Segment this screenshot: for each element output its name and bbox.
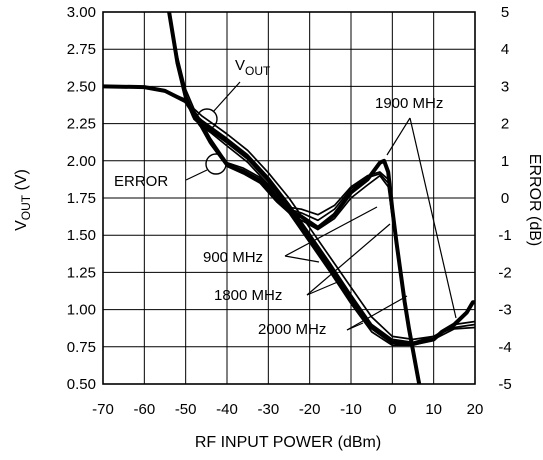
y-tick-label: 2.75 <box>67 41 96 58</box>
leader-1800-b <box>306 280 341 296</box>
leader-2000-a <box>346 295 408 331</box>
y2-tick-label: 5 <box>501 4 509 21</box>
error-label: ERROR <box>114 173 168 190</box>
vout-leader <box>212 81 241 113</box>
annotations: VOUT ERROR 1900 MHz 900 MHz 1800 MHz 200… <box>114 57 457 338</box>
label-2000mhz: 2000 MHz <box>258 321 326 338</box>
y-axis-label: VOUT (V) <box>13 169 33 231</box>
x-tick-label: -30 <box>257 401 279 418</box>
leader-2000-b <box>346 322 364 331</box>
label-1800mhz: 1800 MHz <box>214 287 282 304</box>
x-tick-label: -20 <box>299 401 321 418</box>
y-tick-label: 2.00 <box>67 153 96 170</box>
x-tick-label: 10 <box>425 401 442 418</box>
y2-tick-label: 2 <box>501 116 509 133</box>
series-vout-2000mhz <box>168 12 475 347</box>
leader-1900-a <box>386 117 411 156</box>
error-leader <box>185 169 208 181</box>
y-axis-label-sub: OUT <box>19 194 33 220</box>
vout-label: VOUT <box>235 57 271 78</box>
y-axis-label-unit: (V) <box>13 169 30 195</box>
y2-tick-label: 1 <box>501 153 509 170</box>
y-tick-label: 2.25 <box>67 116 96 133</box>
y-tick-label: 2.50 <box>67 78 96 95</box>
y2-tick-label: 4 <box>501 41 509 58</box>
series-error-2000mhz <box>103 85 398 248</box>
series-vout-1900mhz <box>167 12 475 346</box>
y-tick-label: 1.50 <box>67 227 96 244</box>
y2-tick-label: -2 <box>498 264 511 281</box>
vout-label-main: V <box>235 57 245 74</box>
y-tick-label: 0.50 <box>67 376 96 393</box>
y2-tick-labels: -5 -4 -3 -2 -1 0 1 2 3 4 5 <box>498 4 511 393</box>
x-tick-label: -10 <box>340 401 362 418</box>
y2-axis-label: ERROR (dB) <box>526 154 543 246</box>
vout-label-sub: OUT <box>245 64 271 78</box>
x-tick-labels: -70 -60 -50 -40 -30 -20 -10 0 10 20 <box>92 401 483 418</box>
x-tick-label: -60 <box>133 401 155 418</box>
error-marker-circle <box>205 153 227 175</box>
y2-tick-label: -5 <box>498 376 511 393</box>
y2-tick-label: 0 <box>501 190 509 207</box>
x-tick-label: 20 <box>467 401 484 418</box>
y2-tick-label: -4 <box>498 339 511 356</box>
series-vout-900mhz <box>168 12 475 341</box>
x-axis-label: RF INPUT POWER (dBm) <box>195 434 381 451</box>
y-tick-label: 0.75 <box>67 339 96 356</box>
y-tick-labels: 0.50 0.75 1.00 1.25 1.50 1.75 2.00 2.25 2.50 2.75… <box>67 4 96 393</box>
plot-frame <box>102 11 476 385</box>
y2-tick-label: -1 <box>498 227 511 244</box>
y2-tick-label: 3 <box>501 78 509 95</box>
x-tick-label: -70 <box>92 401 114 418</box>
leader-900-b <box>284 255 320 263</box>
y-tick-label: 3.00 <box>67 4 96 21</box>
leader-1800-a <box>306 223 391 296</box>
y-axis-label-main: V <box>13 220 30 231</box>
label-1900mhz: 1900 MHz <box>375 95 443 112</box>
x-tick-label: -40 <box>216 401 238 418</box>
leader-1900-b <box>409 117 457 319</box>
y2-tick-label: -3 <box>498 302 511 319</box>
x-tick-label: 0 <box>388 401 396 418</box>
x-tick-label: -50 <box>175 401 197 418</box>
plot-border <box>102 11 476 385</box>
label-900mhz: 900 MHz <box>203 249 263 266</box>
y-tick-label: 1.75 <box>67 190 96 207</box>
y-tick-label: 1.25 <box>67 264 96 281</box>
leader-900-a <box>284 206 378 257</box>
vout-marker-circle <box>196 108 218 130</box>
y-tick-label: 1.00 <box>67 302 96 319</box>
